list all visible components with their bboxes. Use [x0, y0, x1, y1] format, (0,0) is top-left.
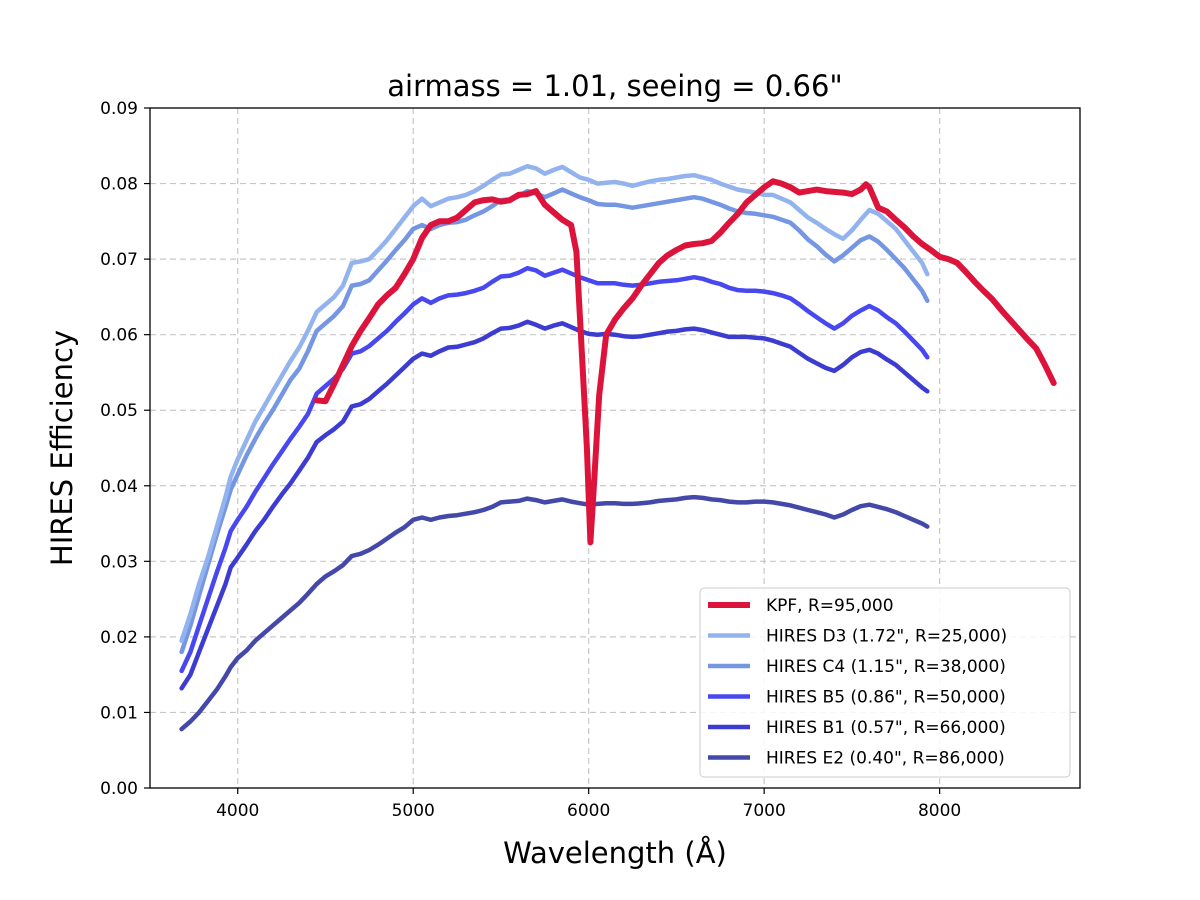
y-tick-label: 0.04	[100, 477, 138, 497]
y-tick-label: 0.07	[100, 250, 138, 270]
y-axis-label: HIRES Efficiency	[45, 330, 79, 566]
chart-title: airmass = 1.01, seeing = 0.66"	[387, 69, 843, 103]
x-tick-label: 7000	[743, 801, 786, 821]
x-tick-label: 6000	[567, 801, 610, 821]
x-tick-label: 5000	[392, 801, 435, 821]
y-tick-label: 0.00	[100, 779, 138, 799]
y-tick-label: 0.08	[100, 175, 138, 195]
series-line-2	[179, 187, 930, 655]
y-tick-label: 0.05	[100, 401, 138, 421]
y-tick-label: 0.03	[100, 552, 138, 572]
legend-entry: HIRES E2 (0.40", R=86,000)	[766, 749, 1005, 769]
legend-entry: HIRES B1 (0.57", R=66,000)	[766, 718, 1006, 738]
y-tick-label: 0.06	[100, 326, 138, 346]
legend-entry: HIRES D3 (1.72", R=25,000)	[766, 627, 1007, 647]
legend-box	[699, 587, 1071, 778]
series-line-1	[179, 163, 930, 643]
x-tick-label: 8000	[918, 801, 961, 821]
legend-entry: HIRES B5 (0.86", R=50,000)	[766, 688, 1006, 708]
series-line-0	[313, 178, 1057, 546]
y-tick-label: 0.02	[100, 628, 138, 648]
y-tick-label: 0.01	[100, 703, 138, 723]
plot-frame	[149, 107, 1081, 789]
series-line-4	[179, 319, 930, 691]
axis-ticks: 4000 5000 6000 7000 8000 0.00 0.01 0.02 0.03 0.04…	[100, 99, 961, 821]
x-tick-label: 4000	[216, 801, 259, 821]
series-line-3	[179, 265, 930, 674]
y-tick-label: 0.09	[100, 99, 138, 119]
x-axis-label: Wavelength (Å)	[503, 836, 727, 870]
series-line-5	[179, 494, 930, 732]
legend-entry: KPF, R=95,000	[766, 596, 894, 616]
legend: KPF, R=95,000 HIRES D3 (1.72", R=25,000) H…	[699, 587, 1071, 778]
legend-entry: HIRES C4 (1.15", R=38,000)	[766, 657, 1006, 677]
series-lines	[179, 163, 1057, 732]
